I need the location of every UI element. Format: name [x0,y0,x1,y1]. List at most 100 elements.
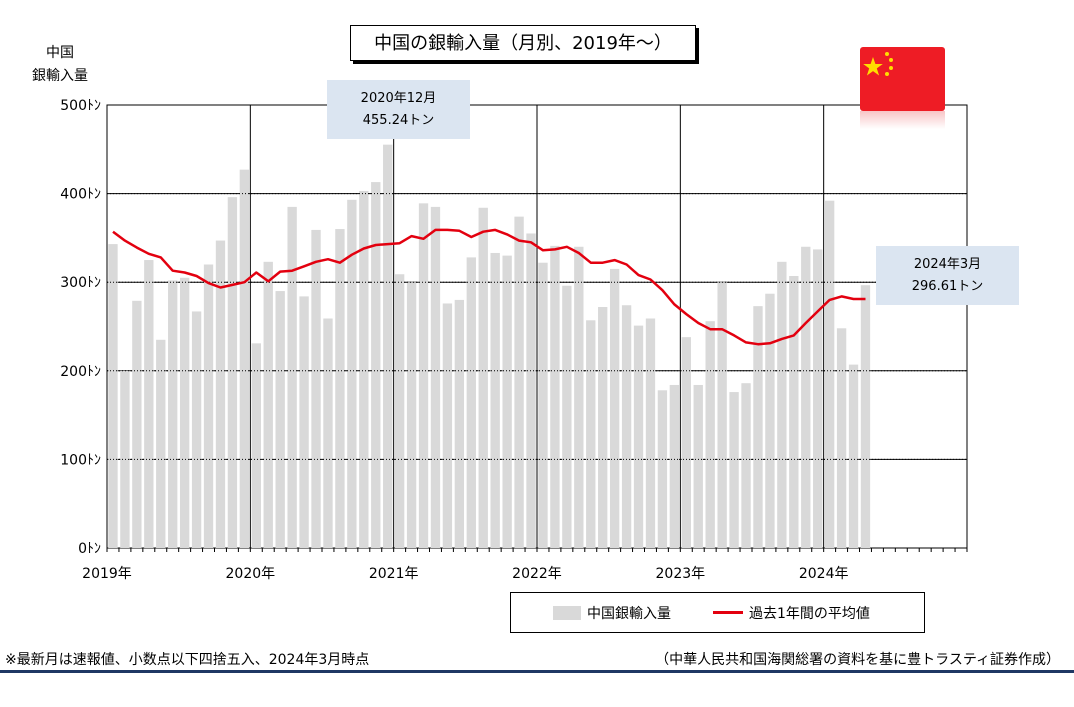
bar-month [347,199,357,548]
flag-stars [863,52,893,76]
bar-month [454,299,465,548]
bar-month [239,169,250,549]
bar-month [681,337,691,548]
bar-month [359,190,369,548]
legend-item-bars: 中国銀輸入量 [511,603,671,623]
bar-month [490,252,500,548]
x-tick-label: 2019年 [82,566,132,582]
legend-line-swatch [713,611,743,614]
bar-month [394,274,405,548]
bar-month [657,390,668,548]
flag-small-star-1 [885,52,889,56]
bar-month [168,280,178,548]
bar-month [215,240,226,549]
y-axis-title-line1: 中国 [46,45,74,61]
y-axis-title: 中国 銀輸入量 [18,42,102,88]
x-tick-label: 2021年 [369,566,419,582]
bar-month [729,392,739,548]
bar-month [526,233,536,548]
legend-item-line: 過去1年間の平均値 [671,603,870,623]
bar-month [621,305,632,548]
bar-month [418,203,429,548]
bar-month [717,282,727,548]
bar-month [836,328,847,548]
callout-latest-value: 296.61トン [911,278,984,294]
chart-title: 中国の銀輸入量（月別、2019年～） [350,25,696,61]
bar-month [335,229,345,549]
footnote: ※最新月は速報値、小数点以下四捨五入、2024年3月時点 [5,652,370,668]
bar-month [765,293,775,548]
bar-month [251,343,261,548]
x-tick-label: 2023年 [656,566,706,582]
bar-month [179,277,190,548]
bar-month [705,321,715,548]
bar-month [156,339,166,548]
bar-month [108,244,118,549]
bar-month [132,300,142,548]
bar-month [741,383,751,548]
callout-peak-value: 455.24トン [362,112,435,128]
bar-month [824,200,835,549]
bar-month [191,311,202,548]
bar-month [275,291,285,548]
bar-month [323,318,333,548]
source-note: （中華人民共和国海関総署の資料を基に豊トラスティ証券作成） [655,652,1060,668]
bar-month [144,260,154,548]
callout-peak: 2020年12月 455.24トン [327,80,470,139]
x-tick-label: 2024年 [799,566,849,582]
bar-month [371,182,381,548]
bar-month [478,207,488,548]
y-tick-label: 400ﾄﾝ [60,187,101,203]
bar-month [598,307,608,548]
bar-month [502,255,512,548]
bar-month [801,246,811,548]
bar-month [406,282,417,548]
bar-month [550,245,560,548]
bar-month [586,320,596,548]
bar-month [777,261,787,548]
bar-month [430,206,441,548]
callout-peak-date: 2020年12月 [360,90,437,106]
bar-month [227,197,238,549]
bar-month [263,261,273,548]
bar-month [538,262,548,548]
flag-big-star [863,57,883,76]
y-tick-label: 200ﾄﾝ [60,364,101,380]
average-line [112,228,866,346]
bar-month [860,285,871,548]
bar-month [311,229,321,548]
bar-month [813,249,823,548]
y-axis-title-line2: 銀輸入量 [32,68,88,84]
bar-month [120,370,130,548]
legend-bar-swatch [553,605,581,620]
y-tick-label: 300ﾄﾝ [60,275,101,291]
bar-month [287,206,297,548]
line-layer [112,228,866,346]
grid-layer [106,104,968,549]
y-tick-label: 500ﾄﾝ [60,98,101,114]
flag-small-star-2 [889,58,893,62]
bar-month [669,384,680,548]
y-tick-label: 0ﾄﾝ [78,541,101,557]
bar-month [633,325,644,548]
bar-month [753,306,763,548]
bar-month [514,216,524,549]
x-tick-label: 2020年 [226,566,276,582]
legend: 中国銀輸入量 過去1年間の平均値 [510,592,925,633]
bar-month [466,257,476,548]
china-flag-icon [860,47,945,111]
callout-latest: 2024年3月 296.61トン [876,246,1019,305]
bar-month [562,285,572,548]
flag-reflection [860,111,945,129]
bar-month [645,318,656,548]
axis-layer: 0ﾄﾝ 100ﾄﾝ 200ﾄﾝ 300ﾄﾝ 400ﾄﾝ 500ﾄﾝ 2019年 2020年 20… [60,98,968,582]
bar-layer [107,144,967,549]
flag-small-star-4 [885,72,889,76]
bar-month [848,364,859,548]
y-tick-label: 100ﾄﾝ [60,452,101,468]
x-tick-label: 2022年 [512,566,562,582]
bar-month [574,246,584,548]
bar-month [789,275,799,548]
legend-bar-label: 中国銀輸入量 [587,605,671,622]
bottom-rule [0,670,1074,673]
